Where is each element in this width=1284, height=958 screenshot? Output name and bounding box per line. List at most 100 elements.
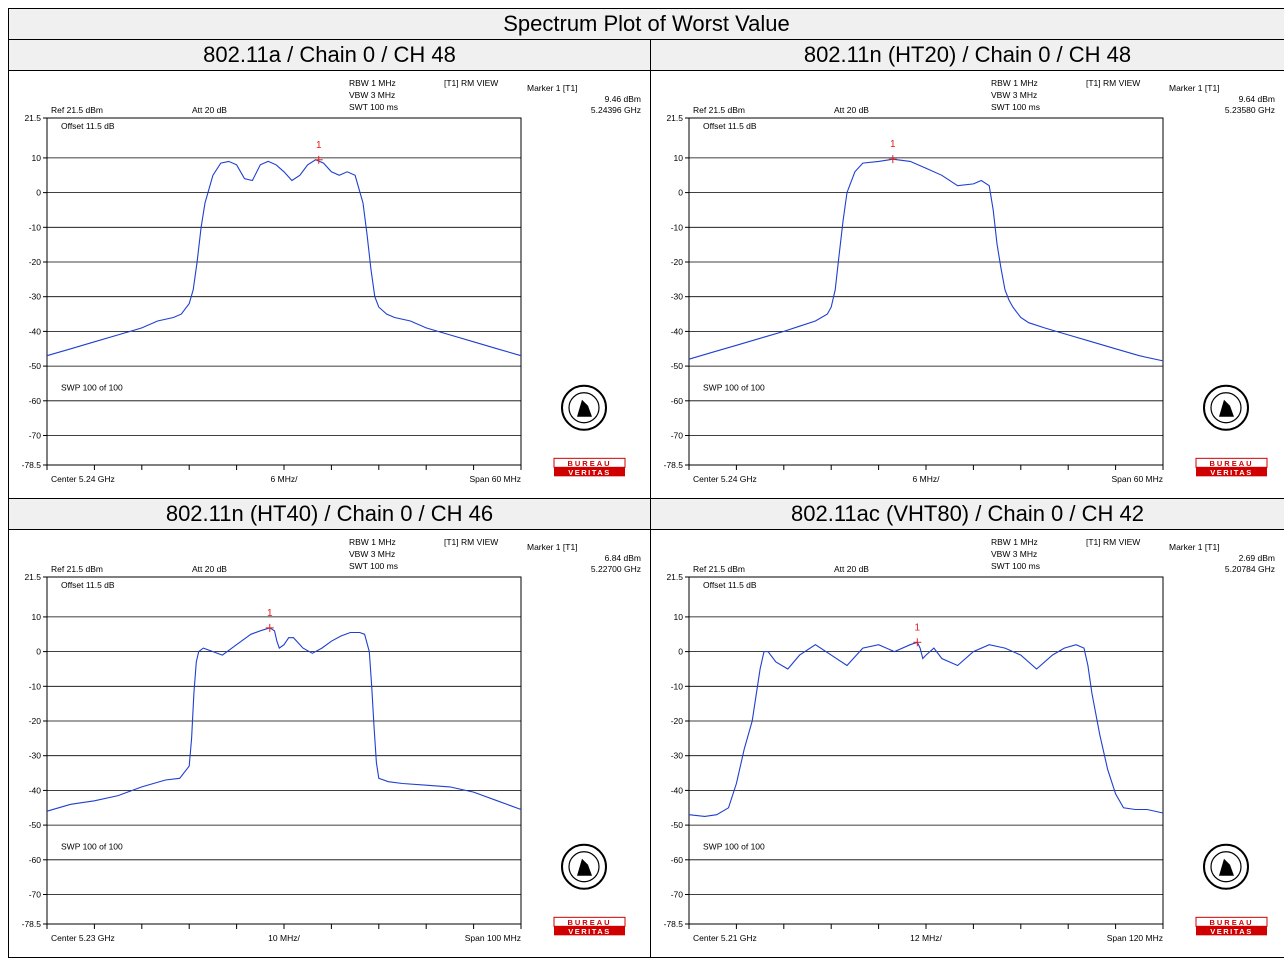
spectrum-trace xyxy=(689,159,1163,361)
y-tick-label: -40 xyxy=(29,326,42,336)
y-tick-label: -30 xyxy=(29,751,42,761)
y-tick-label: -40 xyxy=(671,326,684,336)
marker-level-readout: 9.64 dBm xyxy=(1239,94,1275,104)
rbw-label: RBW 1 MHz xyxy=(991,78,1038,88)
panel-title-4: 802.11ac (VHT80) / Chain 0 / CH 42 xyxy=(651,499,1284,530)
offset-label: Offset 11.5 dB xyxy=(61,121,115,131)
logo-text: BUREAU xyxy=(567,918,611,927)
offset-label: Offset 11.5 dB xyxy=(703,580,757,590)
y-tick-label: -10 xyxy=(29,222,42,232)
y-tick-label: 21.5 xyxy=(24,113,41,123)
y-tick-label: -78.5 xyxy=(22,919,42,929)
swt-label: SWT 100 ms xyxy=(349,102,398,112)
logo-text: BUREAU xyxy=(567,459,611,468)
attenuation-label: Att 20 dB xyxy=(192,564,227,574)
attenuation-label: Att 20 dB xyxy=(834,105,869,115)
y-tick-label: 10 xyxy=(674,612,684,622)
y-tick-label: -60 xyxy=(671,855,684,865)
rbw-label: RBW 1 MHz xyxy=(349,78,396,88)
plot-frame xyxy=(689,577,1163,924)
panel-title-1: 802.11a / Chain 0 / CH 48 xyxy=(9,40,651,71)
sweep-count-label: SWP 100 of 100 xyxy=(703,382,765,392)
plot-frame xyxy=(689,118,1163,465)
marker-number: 1 xyxy=(267,608,273,619)
y-tick-label: -30 xyxy=(29,292,42,302)
y-tick-label: -50 xyxy=(29,820,42,830)
panel-title-3: 802.11n (HT40) / Chain 0 / CH 46 xyxy=(9,499,651,530)
freq-per-div-label: 12 MHz/ xyxy=(910,933,942,943)
plot-frame xyxy=(47,577,521,924)
marker-number: 1 xyxy=(890,139,896,150)
y-tick-label: -50 xyxy=(671,361,684,371)
y-tick-label: 10 xyxy=(32,153,42,163)
y-tick-label: -70 xyxy=(671,890,684,900)
y-tick-label: -70 xyxy=(29,431,42,441)
y-tick-label: -10 xyxy=(29,681,42,691)
vbw-label: VBW 3 MHz xyxy=(991,549,1037,559)
y-tick-label: -60 xyxy=(29,855,42,865)
marker-info-title: Marker 1 [T1] xyxy=(527,542,578,552)
marker-freq-readout: 5.24396 GHz xyxy=(591,105,641,115)
y-tick-label: -20 xyxy=(29,716,42,726)
logo-text: VERITAS xyxy=(1210,927,1252,936)
vbw-label: VBW 3 MHz xyxy=(349,90,395,100)
trace-view-label: [T1] RM VIEW xyxy=(1086,78,1140,88)
ref-level-label: Ref 21.5 dBm xyxy=(51,105,103,115)
marker-freq-readout: 5.22700 GHz xyxy=(591,564,641,574)
span-label: Span 120 MHz xyxy=(1107,933,1163,943)
trace-view-label: [T1] RM VIEW xyxy=(444,537,498,547)
marker-freq-readout: 5.23580 GHz xyxy=(1225,105,1275,115)
sweep-count-label: SWP 100 of 100 xyxy=(703,841,765,851)
y-tick-label: 10 xyxy=(32,612,42,622)
logo-text: VERITAS xyxy=(568,927,610,936)
y-tick-label: 0 xyxy=(678,647,683,657)
span-label: Span 100 MHz xyxy=(465,933,521,943)
marker-level-readout: 9.46 dBm xyxy=(605,94,641,104)
swt-label: SWT 100 ms xyxy=(991,102,1040,112)
y-tick-label: -40 xyxy=(29,785,42,795)
y-tick-label: -10 xyxy=(671,222,684,232)
y-tick-label: -20 xyxy=(671,716,684,726)
marker-freq-readout: 5.20784 GHz xyxy=(1225,564,1275,574)
spectrum-table: Spectrum Plot of Worst Value 802.11a / C… xyxy=(8,8,1284,958)
y-tick-label: -20 xyxy=(29,257,42,267)
sweep-count-label: SWP 100 of 100 xyxy=(61,382,123,392)
y-tick-label: -60 xyxy=(671,396,684,406)
vbw-label: VBW 3 MHz xyxy=(991,90,1037,100)
y-tick-label: -40 xyxy=(671,785,684,795)
y-tick-label: -20 xyxy=(671,257,684,267)
y-tick-label: -78.5 xyxy=(22,460,42,470)
rbw-label: RBW 1 MHz xyxy=(349,537,396,547)
spectrum-trace xyxy=(47,160,521,356)
y-tick-label: -50 xyxy=(671,820,684,830)
marker-level-readout: 6.84 dBm xyxy=(605,553,641,563)
marker-info-title: Marker 1 [T1] xyxy=(527,83,578,93)
y-tick-label: -78.5 xyxy=(664,919,684,929)
center-freq-label: Center 5.23 GHz xyxy=(51,933,115,943)
vbw-label: VBW 3 MHz xyxy=(349,549,395,559)
marker-number: 1 xyxy=(316,140,322,151)
plot-frame xyxy=(47,118,521,465)
y-tick-label: 21.5 xyxy=(24,572,41,582)
logo-text: BUREAU xyxy=(1209,459,1253,468)
report-sheet: Spectrum Plot of Worst Value 802.11a / C… xyxy=(8,8,1284,957)
y-tick-label: -60 xyxy=(29,396,42,406)
center-freq-label: Center 5.24 GHz xyxy=(51,474,115,484)
freq-per-div-label: 6 MHz/ xyxy=(913,474,941,484)
spectrum-trace xyxy=(47,628,521,811)
ref-level-label: Ref 21.5 dBm xyxy=(693,564,745,574)
y-tick-label: -70 xyxy=(671,431,684,441)
span-label: Span 60 MHz xyxy=(1112,474,1164,484)
attenuation-label: Att 20 dB xyxy=(192,105,227,115)
y-tick-label: -50 xyxy=(29,361,42,371)
logo-text: BUREAU xyxy=(1209,918,1253,927)
y-tick-label: -30 xyxy=(671,292,684,302)
freq-per-div-label: 10 MHz/ xyxy=(268,933,300,943)
